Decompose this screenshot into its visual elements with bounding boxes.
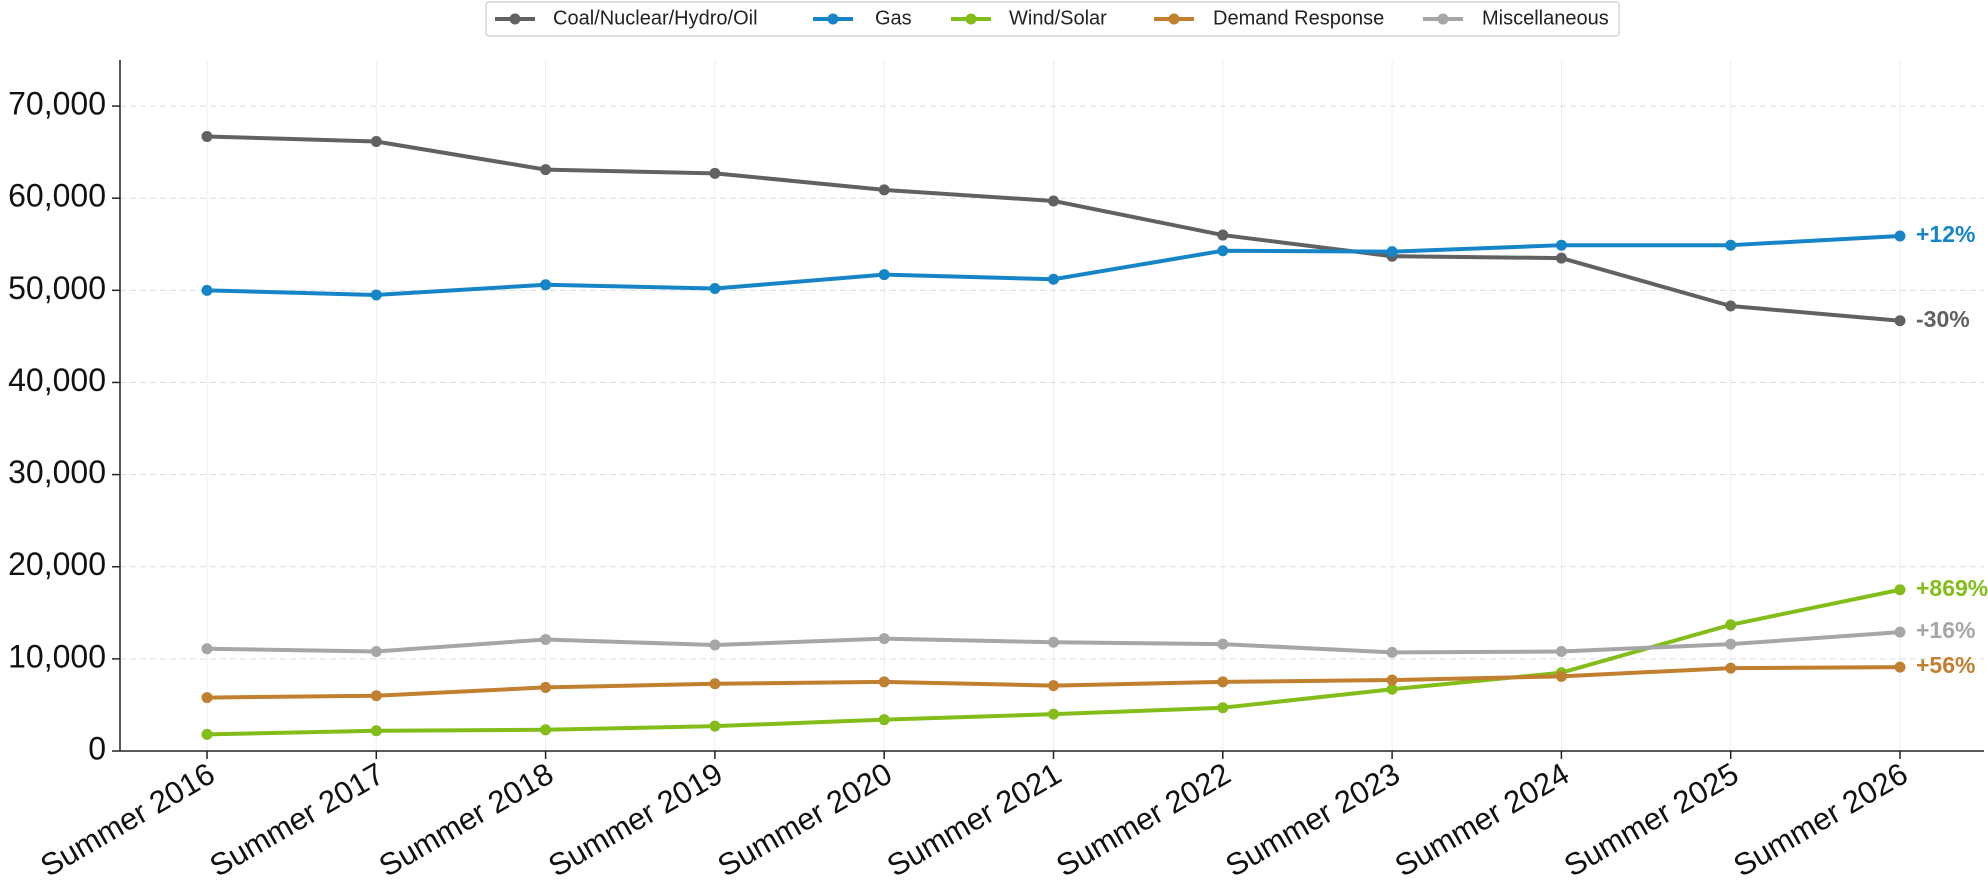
x-tick-label: Summer 2021 — [881, 756, 1067, 884]
data-point — [1555, 252, 1567, 264]
y-tick-label: 20,000 — [8, 546, 106, 582]
legend-marker — [1437, 13, 1449, 25]
x-tick-label: Summer 2019 — [542, 756, 728, 884]
end-label: +16% — [1916, 617, 1975, 643]
end-label: +56% — [1916, 652, 1975, 678]
y-tick-label: 40,000 — [8, 362, 106, 398]
data-point — [201, 692, 213, 704]
data-point — [1725, 619, 1737, 631]
data-point — [370, 725, 382, 737]
data-point — [878, 714, 890, 726]
data-point — [1217, 702, 1229, 714]
data-point — [1048, 636, 1059, 648]
data-point — [1386, 646, 1398, 658]
data-point — [709, 678, 721, 690]
end-label: +869% — [1916, 575, 1988, 601]
legend-label: Gas — [875, 7, 912, 29]
data-point — [540, 724, 552, 736]
legend-label: Coal/Nuclear/Hydro/Oil — [553, 7, 758, 29]
y-tick-label: 70,000 — [8, 86, 106, 122]
data-point — [1217, 676, 1229, 688]
data-point — [1048, 708, 1059, 720]
data-point — [1386, 246, 1398, 258]
data-point — [1048, 195, 1059, 207]
data-point — [1555, 670, 1567, 682]
data-point — [1725, 662, 1737, 674]
data-point — [1894, 661, 1906, 673]
data-point — [1894, 315, 1906, 327]
data-point — [370, 289, 382, 301]
y-tick-label: 50,000 — [8, 270, 106, 306]
y-tick-label: 30,000 — [8, 454, 106, 490]
data-point — [540, 279, 552, 291]
data-point — [709, 720, 721, 732]
y-tick-label: 10,000 — [8, 638, 106, 674]
data-point — [201, 643, 213, 655]
data-point — [201, 284, 213, 296]
data-point — [1555, 645, 1567, 657]
data-point — [1217, 638, 1229, 650]
data-point — [709, 639, 721, 651]
x-tick-label: Summer 2026 — [1727, 756, 1913, 884]
data-point — [709, 282, 721, 294]
data-point — [1386, 683, 1398, 695]
data-point — [201, 130, 213, 142]
x-tick-label: Summer 2022 — [1050, 756, 1236, 884]
x-tick-label: Summer 2017 — [204, 756, 390, 884]
x-tick-label: Summer 2018 — [373, 756, 559, 884]
legend-marker — [1168, 13, 1180, 25]
data-point — [1386, 674, 1398, 686]
legend-label: Miscellaneous — [1482, 7, 1609, 29]
data-point — [370, 690, 382, 702]
data-point — [1894, 230, 1906, 242]
data-point — [878, 269, 890, 281]
data-point — [540, 164, 552, 176]
x-tick-label: Summer 2020 — [712, 756, 898, 884]
x-tick-label: Summer 2024 — [1389, 756, 1575, 884]
data-point — [201, 728, 213, 740]
data-point — [540, 634, 552, 646]
data-point — [1894, 584, 1906, 596]
end-label: +12% — [1916, 221, 1975, 247]
x-tick-label: Summer 2025 — [1558, 756, 1744, 884]
data-point — [540, 681, 552, 693]
data-point — [370, 645, 382, 657]
data-point — [1555, 239, 1567, 251]
data-point — [878, 184, 890, 196]
data-point — [1217, 245, 1229, 257]
data-point — [370, 136, 382, 148]
data-point — [1725, 638, 1737, 650]
data-point — [878, 676, 890, 688]
y-tick-label: 60,000 — [8, 178, 106, 214]
legend-marker — [827, 13, 839, 25]
data-point — [709, 167, 721, 179]
data-point — [878, 633, 890, 645]
x-tick-label: Summer 2023 — [1220, 756, 1406, 884]
legend-label: Demand Response — [1213, 7, 1384, 29]
data-point — [1725, 300, 1737, 312]
data-point — [1048, 273, 1059, 285]
legend-marker — [509, 13, 521, 25]
data-point — [1217, 229, 1229, 241]
data-point — [1894, 626, 1906, 638]
end-label: -30% — [1916, 306, 1970, 332]
x-tick-label: Summer 2016 — [34, 756, 220, 884]
legend-box — [485, 1, 1620, 37]
y-tick-label: 0 — [88, 730, 106, 766]
data-point — [1725, 239, 1737, 251]
data-point — [1048, 680, 1059, 692]
legend-marker — [965, 13, 977, 25]
legend-label: Wind/Solar — [1009, 7, 1107, 29]
